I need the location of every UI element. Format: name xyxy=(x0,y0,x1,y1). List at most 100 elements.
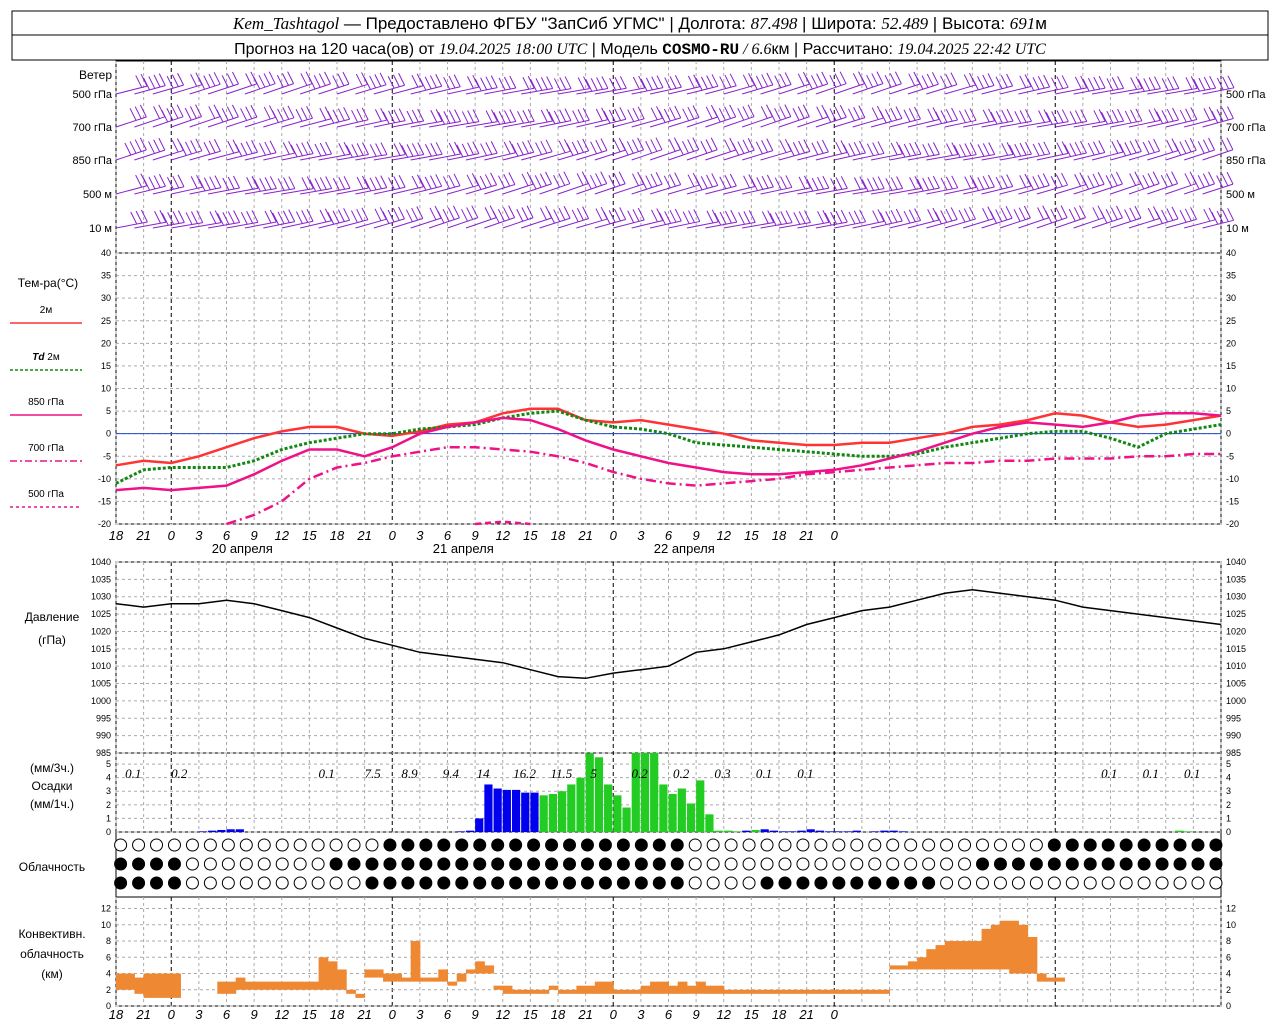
cloud-cover-symbol xyxy=(185,838,199,852)
wind-title: Ветер xyxy=(79,68,112,82)
wind-barb-feather xyxy=(226,73,234,86)
wind-barb-feather xyxy=(1202,173,1210,186)
precip-bar xyxy=(235,829,244,832)
wind-barb-feather xyxy=(719,211,727,225)
conv-cloud-bar xyxy=(696,981,706,994)
cloud-cover-symbol xyxy=(922,857,936,871)
wind-barb-feather xyxy=(539,207,547,220)
wind-barb-feather xyxy=(1101,111,1108,125)
wind-barb-feather xyxy=(945,208,953,222)
temp-tick-right: 10 xyxy=(1226,384,1236,394)
pressure-line xyxy=(115,589,1222,680)
wind-barb-feather xyxy=(613,139,621,153)
wind-barb-feather xyxy=(1116,139,1124,153)
hour-tick-label: 0 xyxy=(389,528,397,543)
wind-barb-shaft xyxy=(281,188,314,195)
wind-barb-shaft xyxy=(742,116,773,128)
wind-barb-shaft xyxy=(171,186,203,195)
wind-barb-feather xyxy=(388,177,395,190)
cloud-cover-symbol xyxy=(563,876,577,890)
hour-tick-label: 15 xyxy=(744,1007,759,1022)
pressure-tick-right: 1000 xyxy=(1226,696,1246,706)
precip-bar xyxy=(668,793,677,832)
cloud-cover-symbol xyxy=(1137,876,1151,890)
wind-barb-feather xyxy=(392,74,400,87)
cloud-cover-symbol xyxy=(1209,876,1223,890)
precip-tick-right: 2 xyxy=(1226,800,1231,810)
wind-barb-shaft xyxy=(1128,88,1161,95)
wind-barb-shaft xyxy=(1202,87,1235,95)
wind-barb-shaft xyxy=(778,222,811,229)
pressure-tick-right: 990 xyxy=(1226,731,1241,741)
wind-barb-feather xyxy=(1032,77,1040,90)
wind-barb-feather xyxy=(797,106,805,119)
wind-barb-feather xyxy=(1061,109,1069,122)
wind-barb-shaft xyxy=(760,186,793,195)
precip-bar xyxy=(843,831,852,832)
cloud-cover-symbol xyxy=(1191,838,1205,852)
wind-barb-feather xyxy=(1098,140,1106,153)
temp-tick-left: 30 xyxy=(101,293,111,303)
wind-barb-feather xyxy=(927,143,935,156)
precip-bar xyxy=(475,818,484,832)
wind-barb-feather xyxy=(614,77,622,90)
cloud-cover-symbol xyxy=(1119,876,1133,890)
temp-tick-left: 15 xyxy=(101,361,111,371)
cloud-cover-symbol xyxy=(616,838,630,852)
wind-barb-feather xyxy=(576,208,584,221)
wind-barb-shaft xyxy=(1128,150,1160,161)
wind-barb-feather xyxy=(429,207,437,221)
precip-bar xyxy=(493,788,502,832)
wind-barb-feather xyxy=(148,176,156,190)
provider-text: — Предоставлено ФГБУ "ЗапСиб УГМС" xyxy=(339,14,664,33)
wind-barb-shaft xyxy=(705,116,736,128)
wind-barb-feather xyxy=(398,175,406,188)
cloud-cover-symbol xyxy=(652,876,666,890)
conv-title-2: облачность xyxy=(20,947,84,961)
cloud-cover-symbol xyxy=(329,838,343,852)
wind-barb-feather xyxy=(990,211,997,224)
wind-barb-shaft xyxy=(410,217,442,229)
wind-barb-feather xyxy=(682,140,689,154)
wind-barb-feather xyxy=(1166,173,1173,186)
wind-barb-feather xyxy=(729,173,737,187)
cloud-cover-symbol xyxy=(114,838,128,852)
wind-barb-feather xyxy=(332,109,340,123)
conv-cloud-bar xyxy=(484,965,495,974)
wind-barb-shaft xyxy=(557,119,590,128)
wind-barb-feather xyxy=(761,211,769,224)
wind-barb-feather xyxy=(682,108,690,121)
wind-barb-shaft xyxy=(1018,185,1050,195)
wind-barb-feather xyxy=(732,143,740,156)
precip-total-label: 0.1 xyxy=(1143,766,1159,781)
wind-barb-feather xyxy=(1153,108,1161,121)
wind-barb-feather xyxy=(853,210,861,224)
conv-cloud-bar xyxy=(281,981,292,990)
wind-barb-feather xyxy=(190,211,198,224)
hour-tick-label: 18 xyxy=(109,528,124,543)
legend-label: Td 2м xyxy=(32,352,60,363)
wind-barb-feather xyxy=(603,110,611,124)
wind-barb-feather xyxy=(619,76,627,89)
conv-cloud-bar xyxy=(171,973,181,998)
wind-barb-feather xyxy=(1106,78,1114,91)
wind-barb-feather xyxy=(619,107,627,120)
wind-barb-shaft xyxy=(723,84,755,95)
cloud-cover-symbol xyxy=(993,838,1007,852)
wind-barb-feather xyxy=(1190,107,1198,120)
conv-cloud-bar xyxy=(714,985,725,994)
wind-barb-feather xyxy=(351,109,359,123)
hour-tick-label: 12 xyxy=(496,528,511,543)
cloud-cover-symbol xyxy=(527,838,541,852)
cloud-cover-symbol xyxy=(455,838,469,852)
wind-barb-feather xyxy=(1166,139,1174,153)
hour-tick-label: 21 xyxy=(798,1007,813,1022)
wind-barb-feather xyxy=(480,143,488,156)
wind-barb-feather xyxy=(914,106,921,120)
conv-cloud-bar xyxy=(769,989,780,994)
cloud-cover-symbol xyxy=(275,857,289,871)
wind-barb-feather xyxy=(811,142,819,155)
wind-barb-feather xyxy=(640,177,648,190)
pressure-tick-right: 1015 xyxy=(1226,644,1246,654)
wind-barb-shaft xyxy=(539,217,571,229)
